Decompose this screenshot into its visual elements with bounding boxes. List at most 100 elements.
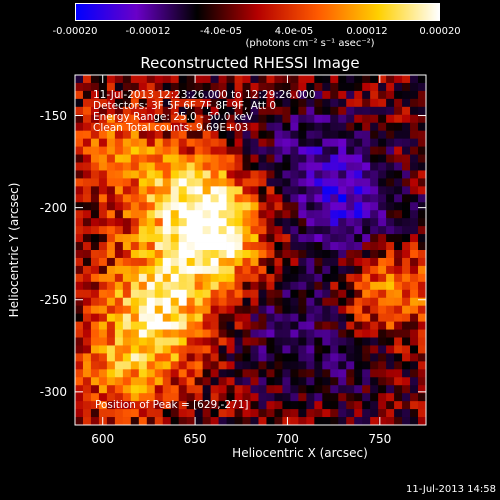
heatmap-cell	[82, 210, 92, 219]
heatmap-cell	[82, 401, 92, 410]
heatmap-cell	[234, 377, 243, 386]
heatmap-cell	[226, 178, 235, 187]
heatmap-cell	[75, 98, 84, 108]
heatmap-cell	[386, 194, 395, 203]
heatmap-cell	[402, 162, 411, 171]
heatmap-cell	[250, 385, 259, 394]
heatmap-cell	[130, 385, 140, 394]
heatmap-cell	[282, 138, 291, 147]
heatmap-cell	[386, 138, 395, 147]
heatmap-cell	[98, 305, 108, 315]
heatmap-cell	[362, 226, 371, 235]
heatmap-cell	[202, 138, 212, 147]
heatmap-cell	[138, 162, 148, 171]
heatmap-cell	[138, 377, 148, 386]
heatmap-cell	[306, 393, 315, 402]
heatmap-cell	[242, 122, 251, 132]
heatmap-cell	[210, 281, 219, 291]
heatmap-cell	[354, 329, 363, 338]
heatmap-cell	[306, 321, 315, 330]
heatmap-cell	[146, 353, 156, 362]
heatmap-cell	[178, 242, 188, 251]
heatmap-cell	[130, 353, 140, 362]
heatmap-cell	[306, 226, 315, 235]
heatmap-cell	[346, 122, 355, 132]
heatmap-cell	[362, 170, 371, 179]
heatmap-cell	[146, 154, 156, 163]
heatmap-cell	[114, 242, 124, 251]
heatmap-cell	[338, 369, 347, 378]
heatmap-cell	[346, 369, 355, 378]
heatmap-cell	[370, 329, 379, 338]
heatmap-cell	[194, 90, 204, 100]
heatmap-cell	[314, 257, 323, 267]
heatmap-cell	[306, 162, 315, 171]
heatmap-cell	[258, 138, 267, 147]
heatmap-cell	[354, 98, 363, 108]
heatmap-cell	[258, 75, 267, 84]
heatmap-cell	[90, 361, 100, 370]
heatmap-cell	[394, 154, 403, 163]
heatmap-cell	[154, 289, 164, 299]
heatmap-cell	[154, 82, 164, 92]
heatmap-cell	[410, 186, 419, 195]
heatmap-cell	[370, 218, 379, 227]
heatmap-cell	[346, 162, 355, 171]
heatmap-cell	[338, 226, 347, 235]
heatmap-cell	[242, 313, 251, 322]
heatmap-cell	[378, 242, 387, 251]
heatmap-cell	[298, 202, 307, 211]
heatmap-cell	[146, 130, 156, 140]
heatmap-cell	[146, 250, 156, 259]
heatmap-cell	[162, 353, 172, 362]
heatmap-cell	[274, 281, 283, 291]
heatmap-cell	[106, 226, 116, 235]
heatmap-cell	[162, 329, 172, 338]
heatmap-cell	[218, 409, 227, 418]
heatmap-cell	[194, 321, 204, 330]
heatmap-cell	[146, 138, 156, 147]
heatmap-cell	[242, 218, 251, 227]
heatmap-cell	[90, 369, 100, 378]
heatmap-cell	[306, 369, 315, 378]
heatmap-cell	[250, 265, 259, 275]
heatmap-cell	[98, 337, 108, 346]
heatmap-cell	[250, 345, 259, 354]
heatmap-cell	[210, 146, 219, 155]
heatmap-cell	[338, 106, 347, 116]
heatmap-cell	[106, 385, 116, 394]
heatmap-cell	[162, 385, 172, 394]
heatmap-cell	[346, 329, 355, 338]
heatmap-cell	[250, 353, 259, 362]
heatmap-cell	[354, 242, 363, 251]
heatmap-cell	[82, 345, 92, 354]
heatmap-cell	[362, 242, 371, 251]
heatmap-cell	[210, 337, 219, 346]
heatmap-cell	[266, 345, 275, 354]
heatmap-cell	[410, 353, 419, 362]
heatmap-cell	[306, 146, 315, 155]
heatmap-cell	[194, 82, 204, 92]
heatmap-cell	[402, 257, 411, 267]
heatmap-cell	[226, 186, 235, 195]
heatmap-cell	[346, 178, 355, 187]
heatmap-cell	[242, 257, 251, 267]
heatmap-cell	[202, 281, 212, 291]
heatmap-cell	[354, 257, 363, 267]
heatmap-cell	[75, 353, 84, 362]
heatmap-cell	[418, 75, 427, 84]
heatmap-cell	[114, 337, 124, 346]
heatmap-cell	[234, 90, 243, 100]
heatmap-cell	[242, 242, 251, 251]
heatmap-cell	[410, 210, 419, 219]
heatmap-cell	[194, 377, 204, 386]
heatmap-cell	[266, 210, 275, 219]
heatmap-cell	[202, 265, 212, 275]
heatmap-cell	[210, 202, 219, 211]
heatmap-cell	[154, 170, 164, 179]
heatmap-cell	[226, 337, 235, 346]
heatmap-cell	[226, 202, 235, 211]
heatmap-cell	[202, 393, 212, 402]
heatmap-cell	[346, 257, 355, 267]
heatmap-cell	[114, 234, 124, 243]
